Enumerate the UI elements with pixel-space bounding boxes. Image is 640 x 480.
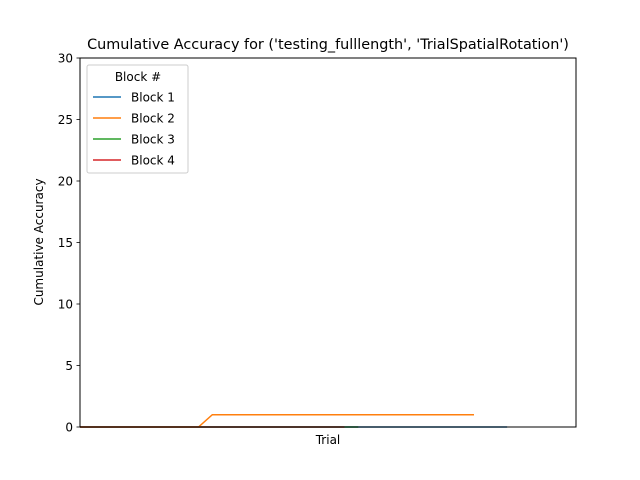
x-axis-label: Trial xyxy=(315,433,341,447)
legend: Block # Block 1 Block 2 Block 3 Block 4 xyxy=(86,64,189,174)
legend-entries: Block 1 Block 2 Block 3 Block 4 xyxy=(93,91,175,168)
series-line-block-2 xyxy=(80,413,474,428)
plot-lines xyxy=(80,413,508,428)
legend-box xyxy=(86,64,189,174)
y-axis-ticks: 0 5 10 15 20 25 30 xyxy=(58,52,80,435)
y-tick-label: 20 xyxy=(58,175,73,189)
legend-title: Block # xyxy=(115,70,161,84)
y-tick-label: 25 xyxy=(58,113,73,127)
y-tick-label: 0 xyxy=(65,421,73,435)
y-axis-label: Cumulative Accuracy xyxy=(32,178,46,305)
legend-label-block-1: Block 1 xyxy=(131,91,175,105)
y-tick-label: 15 xyxy=(58,236,73,250)
y-tick-label: 10 xyxy=(58,298,73,312)
chart-title: Cumulative Accuracy for ('testing_fullle… xyxy=(87,37,569,53)
legend-label-block-4: Block 4 xyxy=(131,154,175,168)
y-tick-label: 30 xyxy=(58,52,73,66)
legend-label-block-2: Block 2 xyxy=(131,112,175,126)
legend-label-block-3: Block 3 xyxy=(131,133,175,147)
y-tick-label: 5 xyxy=(65,359,73,373)
